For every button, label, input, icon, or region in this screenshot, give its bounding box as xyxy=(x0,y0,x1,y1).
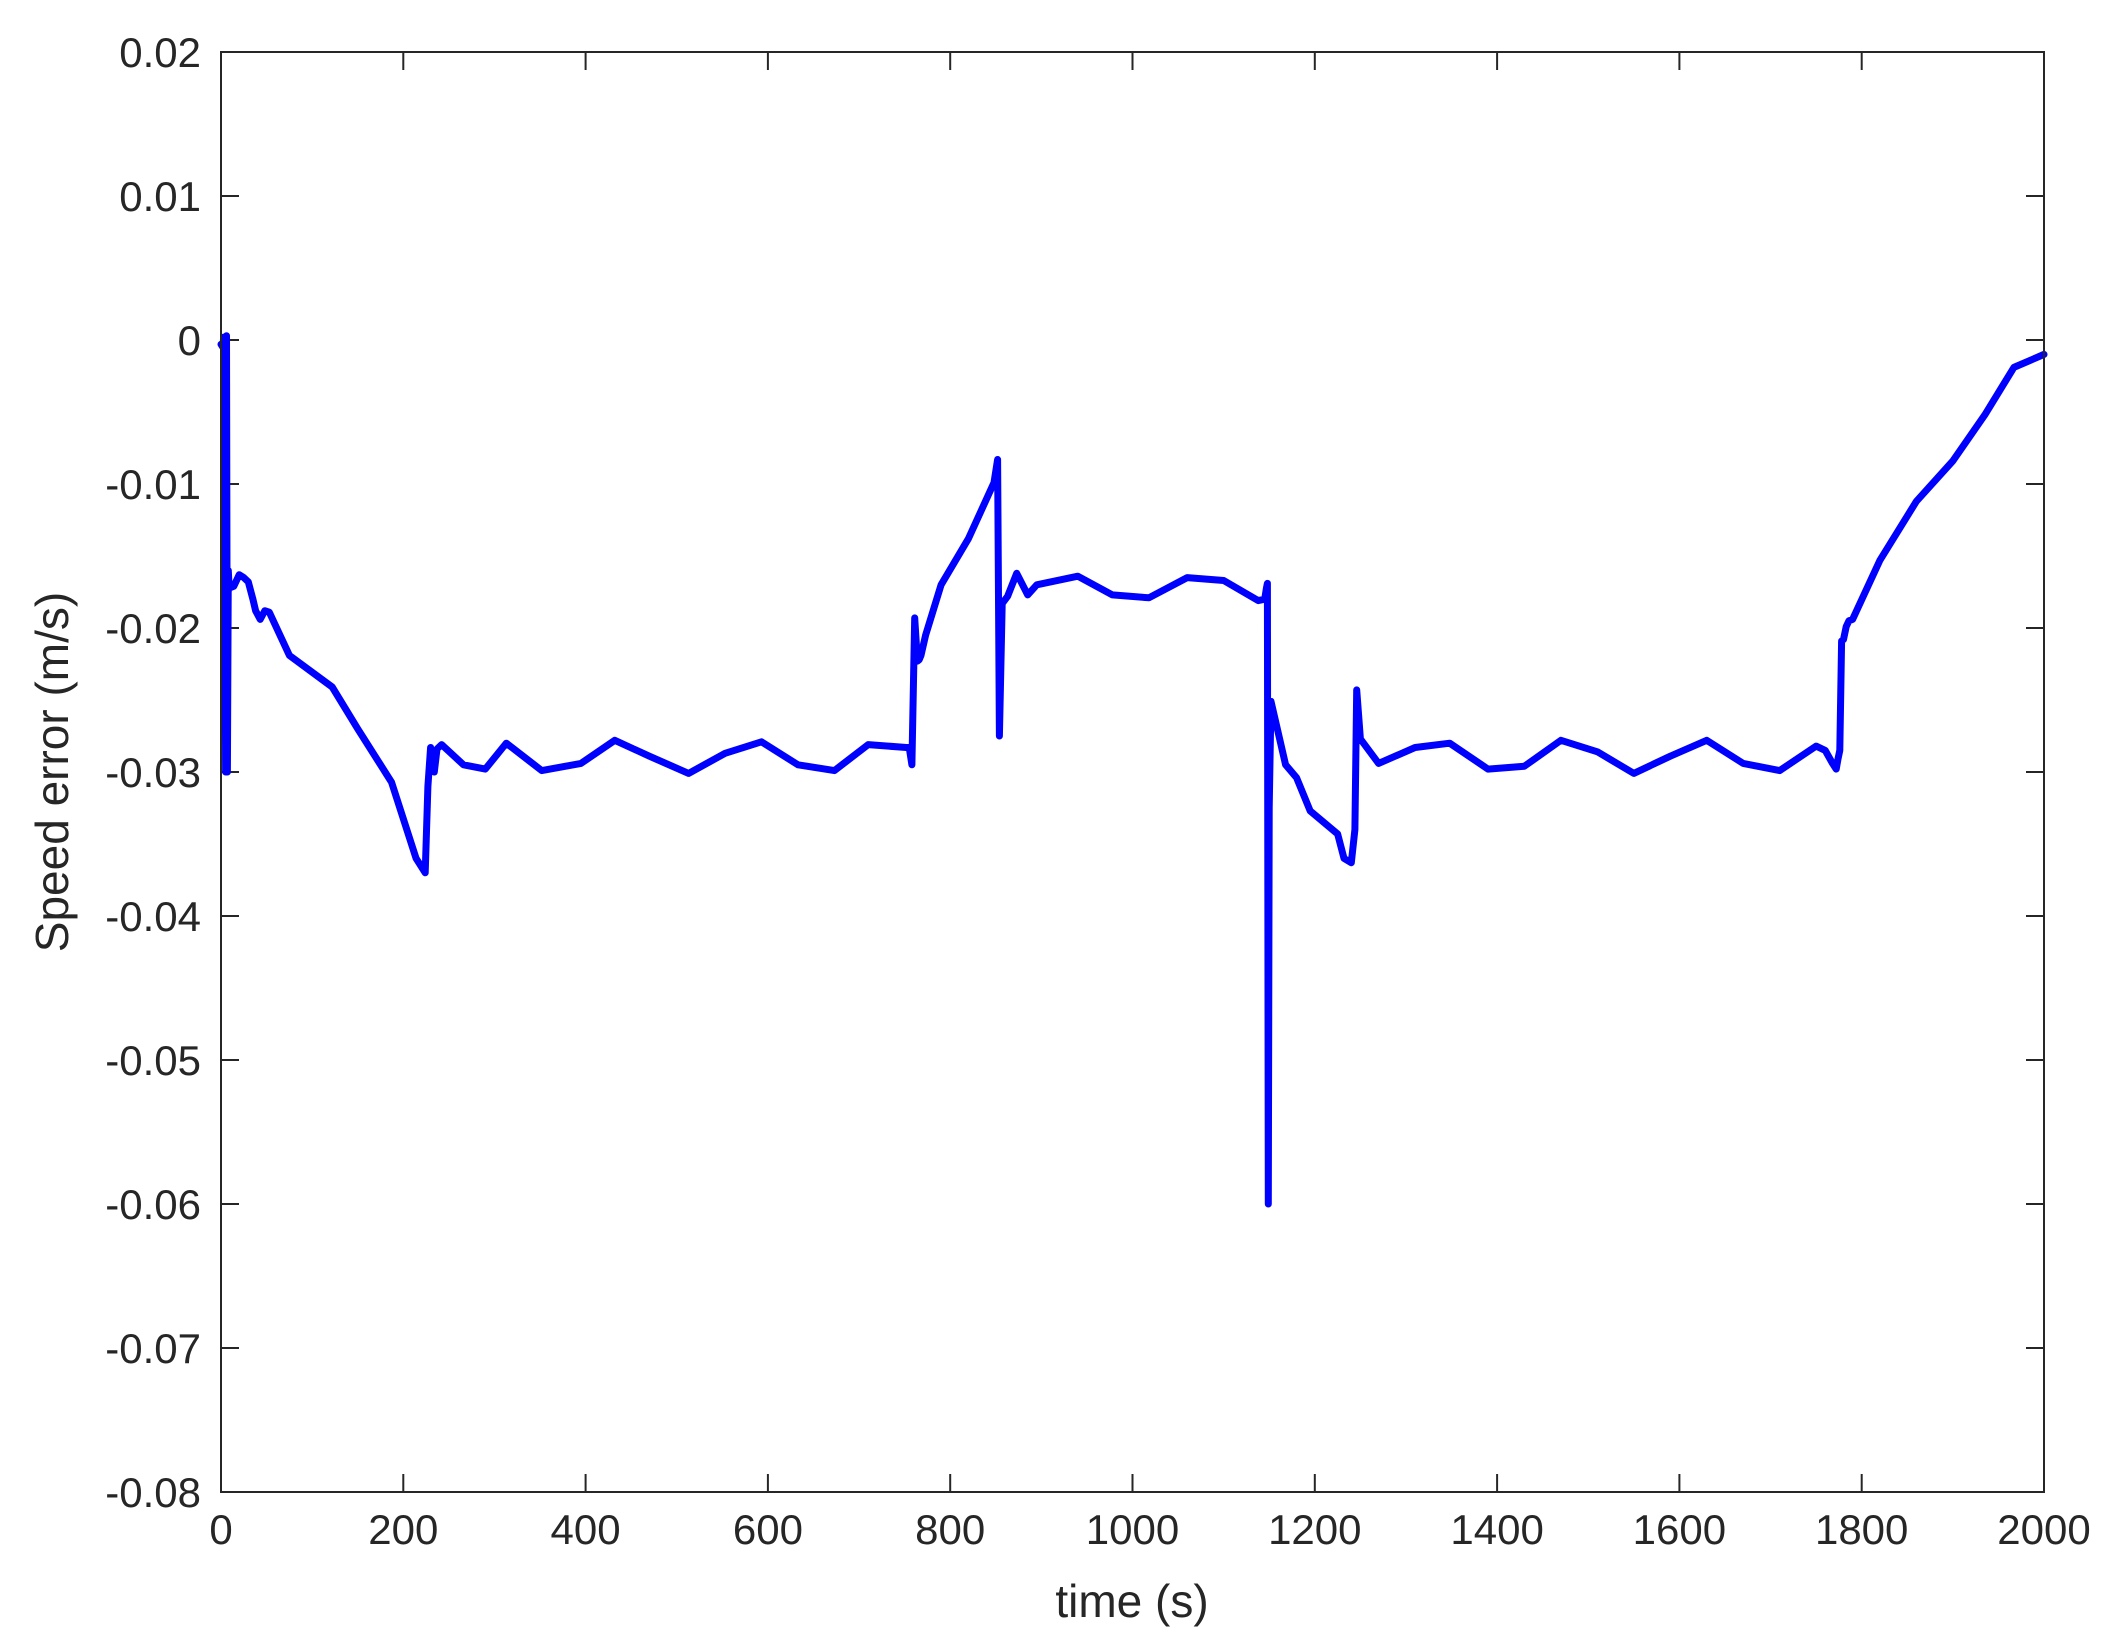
y-tick-label: -0.08 xyxy=(105,1469,201,1516)
x-tick-label: 1600 xyxy=(1633,1506,1726,1553)
x-tick-label: 1200 xyxy=(1268,1506,1361,1553)
series-line xyxy=(217,332,2048,1208)
x-tick-label: 2000 xyxy=(1997,1506,2090,1553)
y-tick-label: -0.02 xyxy=(105,605,201,652)
x-tick-label: 400 xyxy=(551,1506,621,1553)
plot-frame xyxy=(220,51,2045,1493)
x-tick-label: 1800 xyxy=(1815,1506,1908,1553)
x-axis-label: time (s) xyxy=(1055,1575,1208,1627)
y-tick-label: 0 xyxy=(178,317,201,364)
y-tick-label: -0.06 xyxy=(105,1181,201,1228)
y-tick-label: -0.05 xyxy=(105,1037,201,1084)
x-tick-label: 0 xyxy=(209,1506,232,1553)
y-tick-label: 0.02 xyxy=(119,29,201,76)
tick-labels: 0 200 400 600 800 1000 1200 1400 1600 1800 2000 0.0… xyxy=(105,29,2090,1553)
x-tick-label: 1400 xyxy=(1450,1506,1543,1553)
x-tick-label: 800 xyxy=(915,1506,985,1553)
y-tick-label: 0.01 xyxy=(119,173,201,220)
plot-background xyxy=(221,52,2044,1492)
y-tick-label: -0.03 xyxy=(105,749,201,796)
x-tick-label: 600 xyxy=(733,1506,803,1553)
x-tick-label: 200 xyxy=(368,1506,438,1553)
y-tick-label: -0.04 xyxy=(105,893,201,940)
y-tick-label: -0.07 xyxy=(105,1325,201,1372)
y-tick-label: -0.01 xyxy=(105,461,201,508)
y-axis-label: Speed error (m/s) xyxy=(26,592,78,952)
x-tick-label: 1000 xyxy=(1086,1506,1179,1553)
